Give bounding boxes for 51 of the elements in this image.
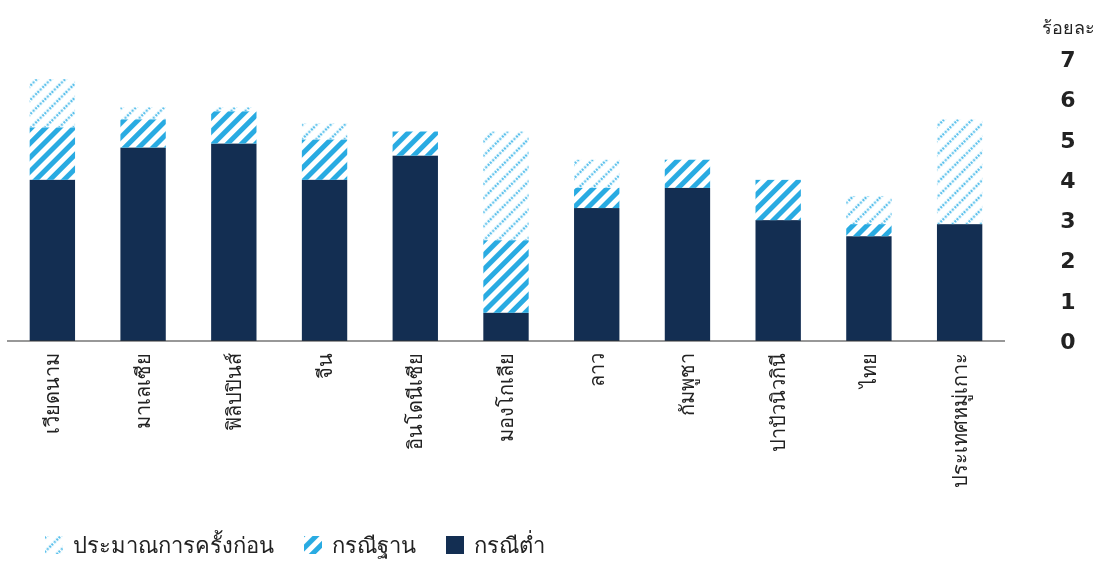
bar — [936, 119, 983, 225]
bar — [846, 224, 892, 237]
bar — [120, 147, 166, 341]
x-tick-label: อินโดนีเซีย — [403, 353, 428, 450]
x-tick-label: ลาว — [584, 353, 609, 387]
bar — [755, 220, 801, 341]
bar — [392, 131, 438, 156]
y-axis-title: ร้อยละ — [1041, 17, 1095, 38]
bar — [846, 236, 892, 341]
x-tick-label: จีน — [312, 353, 337, 379]
bar — [574, 208, 620, 341]
x-tick-label: เวียดนาม — [40, 353, 65, 434]
bar — [664, 187, 711, 341]
y-tick-label: 5 — [1060, 127, 1076, 153]
y-tick-label: 6 — [1060, 87, 1076, 113]
y-tick-label: 4 — [1060, 167, 1076, 193]
bar — [120, 119, 166, 148]
bar — [29, 179, 76, 341]
legend-label: กรณีต่ำ — [474, 530, 545, 558]
bar — [29, 127, 76, 180]
x-tick-label: มาเลเซีย — [131, 353, 156, 429]
bar — [483, 240, 529, 313]
bar — [301, 179, 348, 341]
bar — [574, 159, 620, 188]
bar — [755, 179, 801, 221]
bar — [120, 107, 166, 120]
y-tick-label: 2 — [1060, 248, 1076, 274]
legend-label: ประมาณการครั้งก่อน — [73, 530, 274, 558]
y-tick-label: 3 — [1060, 208, 1076, 234]
legend-label: กรณีฐาน — [332, 533, 416, 559]
bar — [936, 224, 983, 341]
y-tick-label: 7 — [1060, 47, 1076, 72]
x-tick-label: กัมพูชา — [675, 353, 701, 416]
bar — [211, 143, 257, 341]
x-tick-label: ปาปัวนิวกินี — [766, 353, 791, 452]
bar — [574, 187, 620, 209]
bar — [301, 123, 348, 140]
x-tick-label: ฟิลิปปินส์ — [221, 353, 246, 431]
x-tick-label: มองโกเลีย — [494, 353, 518, 442]
bar — [211, 111, 257, 144]
bar — [29, 79, 76, 128]
bar — [392, 155, 438, 341]
bar — [483, 312, 529, 341]
y-tick-label: 1 — [1060, 288, 1076, 314]
x-tick-label: ประเทศหมู่เกาะ — [947, 353, 973, 488]
y-tick-label: 0 — [1060, 329, 1076, 354]
bar — [483, 131, 529, 241]
x-tick-label: ไทย — [856, 353, 881, 390]
bar — [846, 195, 892, 225]
bar — [664, 159, 711, 188]
bar — [301, 139, 348, 180]
